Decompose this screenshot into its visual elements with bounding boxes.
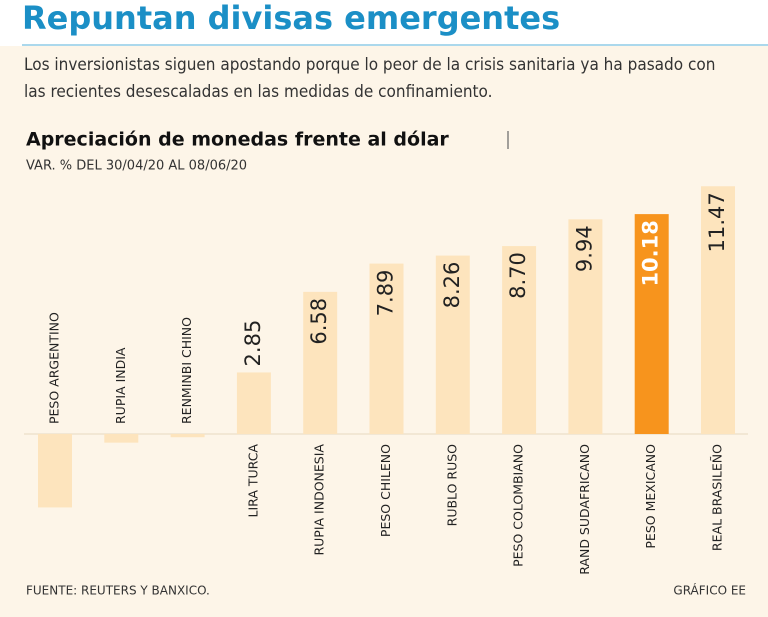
description-box: Los inversionistas siguen apostando porq… <box>24 55 716 102</box>
bar <box>303 291 338 434</box>
source: FUENTE: REUTERS Y BANXICO. <box>26 584 210 598</box>
category-label: RUPIA INDONESIA <box>312 444 327 556</box>
subtitle: VAR. % DEL 30/04/20 AL 08/06/20 <box>26 159 247 174</box>
value-label: 11.47 <box>705 192 729 252</box>
value-label: 6.58 <box>307 298 331 345</box>
bar <box>104 434 139 443</box>
value-label: 7.89 <box>374 270 398 317</box>
bar <box>435 255 470 434</box>
value-label: 8.26 <box>440 262 464 309</box>
value-label: 9.94 <box>572 225 596 272</box>
category-label: RENMINBI CHINO <box>179 317 194 424</box>
chart-title: Apreciación de monedas frente al dólar <box>26 129 449 151</box>
bar <box>38 434 72 508</box>
bar <box>701 186 735 434</box>
category-label: PESO CHILENO <box>378 444 393 537</box>
bar <box>568 219 603 434</box>
bar <box>369 263 404 434</box>
category-label: REAL BRASILEÑO <box>710 444 725 551</box>
category-label: PESO ARGENTINO <box>47 312 62 424</box>
description: Los inversionistas siguen apostando porq… <box>24 55 716 102</box>
bar <box>170 434 205 438</box>
category-label: PESO MEXICANO <box>643 444 658 549</box>
value-label: 10.18 <box>639 220 663 286</box>
title: Repuntan divisas emergentes <box>22 0 560 37</box>
bar <box>502 246 537 434</box>
header-band <box>0 0 768 46</box>
value-label: 2.85 <box>241 320 265 367</box>
category-label: RAND SUDAFRICANO <box>577 444 592 575</box>
category-label: RUBLO RUSO <box>444 444 459 527</box>
value-label: 8.70 <box>506 252 530 299</box>
credit: GRÁFICO EE <box>673 583 746 598</box>
category-label: PESO COLOMBIANO <box>511 444 526 567</box>
bar <box>236 372 271 434</box>
category-label: LIRA TURCA <box>245 444 260 518</box>
bar <box>634 214 669 434</box>
category-label: RUPIA INDIA <box>113 347 128 424</box>
